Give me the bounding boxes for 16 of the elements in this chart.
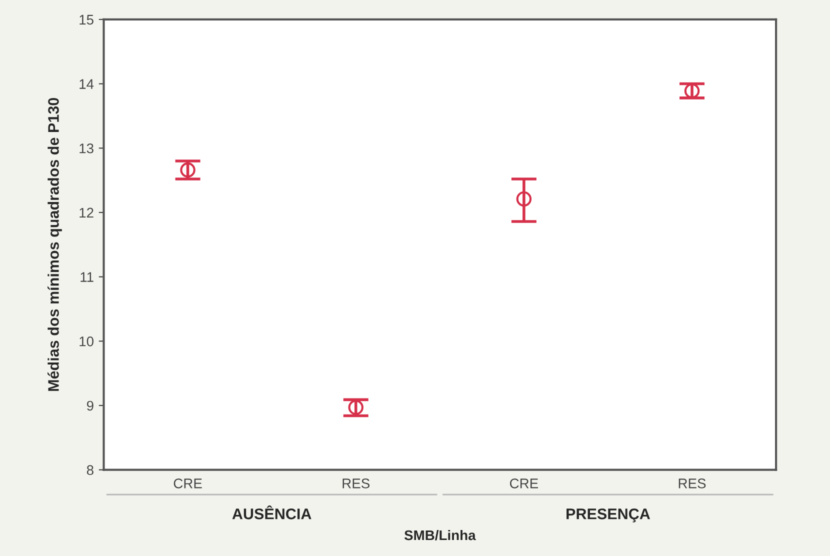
y-tick-label: 10 bbox=[80, 336, 94, 346]
y-tick-label: 15 bbox=[80, 14, 94, 25]
x-tick-label: RES bbox=[342, 478, 370, 488]
y-tick-label: 11 bbox=[80, 272, 94, 282]
x-tick-label: RES bbox=[678, 478, 706, 488]
text: PRESENÇA bbox=[566, 508, 650, 522]
y-tick-label: 14 bbox=[80, 79, 94, 89]
y-tick-label: 8 bbox=[86, 465, 94, 475]
x-tick-label: CRE bbox=[510, 478, 538, 488]
text: AUSÊNCIA bbox=[232, 505, 312, 520]
x-axis-title: SMB/Linha bbox=[404, 530, 476, 540]
x-tick-label: CRE bbox=[174, 478, 202, 488]
y-tick-label: 13 bbox=[80, 143, 94, 154]
y-axis-title: Médias dos mínimos quadrados de P130 bbox=[48, 98, 62, 391]
y-tick-label: 12 bbox=[80, 208, 94, 218]
y-tick-label: 9 bbox=[86, 400, 94, 411]
